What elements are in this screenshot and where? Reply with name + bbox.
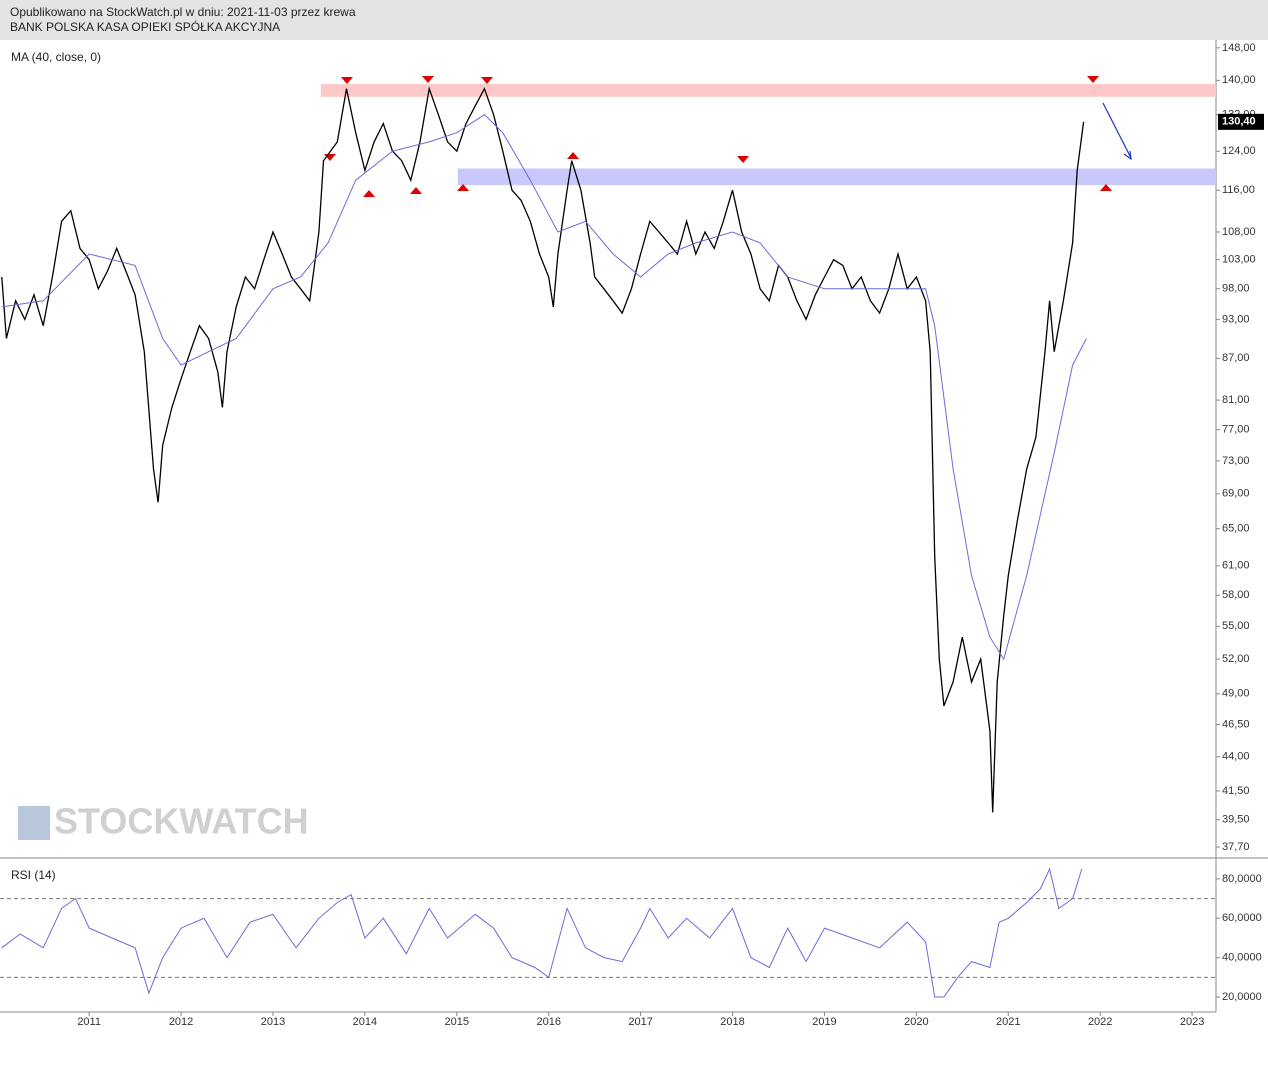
x-tick-label: 2013 <box>261 1016 285 1028</box>
y-tick-label: 39,50 <box>1222 814 1250 826</box>
series-line <box>1 114 1087 661</box>
y-tick-label: 108,00 <box>1222 226 1256 238</box>
watermark: STOCKWATCH <box>18 801 309 842</box>
x-tick-label: 2011 <box>77 1016 101 1028</box>
y-tick-label: 55,00 <box>1222 620 1250 632</box>
y-tick-label: 58,00 <box>1222 589 1250 601</box>
y-tick-label: 52,00 <box>1222 653 1250 665</box>
marker <box>1087 76 1099 83</box>
y-tick-label: 60,0000 <box>1222 912 1262 924</box>
last-price-label: 130,40 <box>1222 116 1256 128</box>
y-tick-label: 81,00 <box>1222 394 1250 406</box>
y-tick-label: 46,50 <box>1222 718 1250 730</box>
header-line: BANK POLSKA KASA OPIEKI SPÓŁKA AKCYJNA <box>10 20 281 34</box>
marker <box>1100 184 1112 191</box>
arrow <box>1102 102 1132 159</box>
marker <box>410 187 422 194</box>
x-tick-label: 2022 <box>1088 1016 1112 1028</box>
y-tick-label: 69,00 <box>1222 488 1250 500</box>
y-tick-label: 44,00 <box>1222 751 1250 763</box>
y-tick-label: 77,00 <box>1222 424 1250 436</box>
logo-icon <box>18 806 50 840</box>
watermark-text: STOCKWATCH <box>54 801 309 842</box>
legend-label: MA (40, close, 0) <box>11 50 101 64</box>
y-tick-label: 37,70 <box>1222 841 1250 853</box>
marker <box>363 190 375 197</box>
x-tick-label: 2012 <box>169 1016 193 1028</box>
x-tick-label: 2014 <box>353 1016 377 1028</box>
y-tick-label: 98,00 <box>1222 283 1250 295</box>
x-tick-label: 2018 <box>720 1016 744 1028</box>
marker <box>422 76 434 83</box>
y-tick-label: 87,00 <box>1222 352 1250 364</box>
y-tick-label: 148,00 <box>1222 42 1256 54</box>
legend-label: RSI (14) <box>11 868 56 882</box>
x-tick-label: 2023 <box>1180 1016 1204 1028</box>
y-tick-label: 116,00 <box>1222 184 1255 196</box>
y-tick-label: 80,0000 <box>1222 873 1262 885</box>
marker <box>457 184 469 191</box>
y-tick-label: 103,00 <box>1222 254 1256 266</box>
x-tick-label: 2021 <box>996 1016 1020 1028</box>
y-tick-label: 124,00 <box>1222 145 1256 157</box>
marker <box>481 77 493 84</box>
y-tick-label: 65,00 <box>1222 523 1250 535</box>
x-tick-label: 2019 <box>812 1016 836 1028</box>
price-band <box>320 84 1216 97</box>
y-tick-label: 140,00 <box>1222 74 1256 86</box>
series-line <box>1 86 1085 813</box>
x-tick-label: 2017 <box>628 1016 652 1028</box>
x-tick-label: 2015 <box>445 1016 469 1028</box>
header: Opublikowano na StockWatch.pl w dniu: 20… <box>0 0 1268 40</box>
marker <box>737 156 749 163</box>
y-tick-label: 73,00 <box>1222 455 1250 467</box>
x-tick-label: 2020 <box>904 1016 928 1028</box>
marker <box>567 152 579 159</box>
arrow-head <box>1123 150 1132 161</box>
last-price-box <box>1218 113 1264 130</box>
y-tick-label: 20,0000 <box>1222 991 1262 1003</box>
y-tick-label: 93,00 <box>1222 313 1250 325</box>
chart: STOCKWATCH 148,00140,00132,00124,00116,0… <box>0 40 1268 1028</box>
price-band <box>457 168 1216 186</box>
series-line <box>1 867 1083 998</box>
y-tick-label: 40,0000 <box>1222 952 1262 964</box>
marker <box>341 77 353 84</box>
y-tick-label: 41,50 <box>1222 785 1250 797</box>
header-line: Opublikowano na StockWatch.pl w dniu: 20… <box>10 5 356 19</box>
x-tick-label: 2016 <box>536 1016 560 1028</box>
y-tick-label: 49,00 <box>1222 688 1250 700</box>
y-tick-label: 61,00 <box>1222 560 1250 572</box>
